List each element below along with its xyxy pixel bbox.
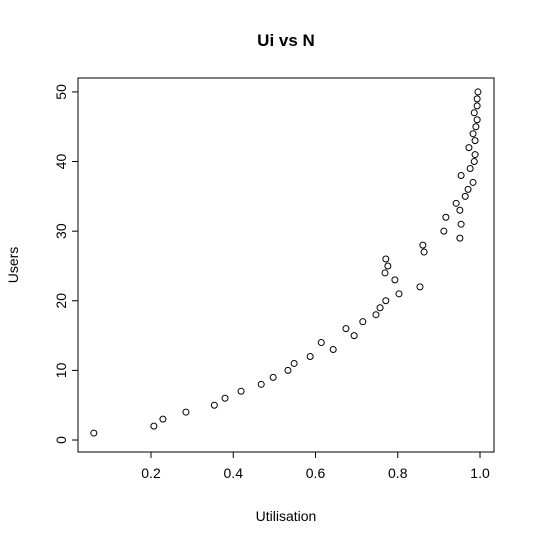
point	[382, 297, 390, 305]
plot-box	[77, 77, 495, 453]
point	[457, 171, 465, 179]
point	[466, 165, 474, 173]
point	[416, 283, 424, 291]
point	[440, 227, 448, 235]
point	[471, 151, 479, 159]
point	[471, 137, 479, 145]
point	[469, 178, 477, 186]
point	[395, 290, 403, 298]
point	[470, 158, 478, 166]
y-tick-label: 40	[53, 154, 69, 170]
point	[419, 241, 427, 249]
point	[442, 213, 450, 221]
point	[474, 88, 482, 96]
point	[391, 276, 399, 284]
point	[150, 422, 158, 430]
point	[284, 366, 292, 374]
point	[376, 304, 384, 312]
x-tick-label: 0.2	[141, 465, 161, 481]
x-tick-label: 0.6	[306, 465, 326, 481]
point	[456, 234, 464, 242]
point	[237, 387, 245, 395]
y-tick-label: 30	[53, 223, 69, 239]
x-axis-label: Utilisation	[256, 508, 317, 524]
point	[182, 408, 190, 416]
point	[457, 220, 465, 228]
point	[456, 206, 464, 214]
point	[465, 144, 473, 152]
point	[257, 380, 265, 388]
x-tick-label: 1.0	[470, 465, 490, 481]
point	[461, 192, 469, 200]
y-tick-label: 50	[53, 84, 69, 100]
point	[342, 325, 350, 333]
point	[221, 394, 229, 402]
point	[269, 373, 277, 381]
point	[470, 109, 478, 117]
point	[420, 248, 428, 256]
y-axis-label: Users	[5, 247, 21, 284]
point	[210, 401, 218, 409]
point	[452, 199, 460, 207]
point	[359, 318, 367, 326]
y-tick-label: 0	[53, 436, 69, 444]
point	[290, 359, 298, 367]
point	[473, 116, 481, 124]
y-tick-label: 20	[53, 293, 69, 309]
point	[472, 123, 480, 131]
point	[381, 269, 389, 277]
x-tick-label: 0.8	[388, 465, 408, 481]
point	[384, 262, 392, 270]
point	[90, 429, 98, 437]
point	[473, 102, 481, 110]
chart-title: Ui vs N	[257, 31, 315, 50]
point	[306, 352, 314, 360]
point	[473, 95, 481, 103]
point	[372, 311, 380, 319]
point	[317, 339, 325, 347]
x-tick-label: 0.4	[224, 465, 244, 481]
point	[329, 346, 337, 354]
point	[159, 415, 167, 423]
point	[469, 130, 477, 138]
y-tick-label: 10	[53, 362, 69, 378]
point	[350, 332, 358, 340]
point	[382, 255, 390, 263]
point	[464, 185, 472, 193]
